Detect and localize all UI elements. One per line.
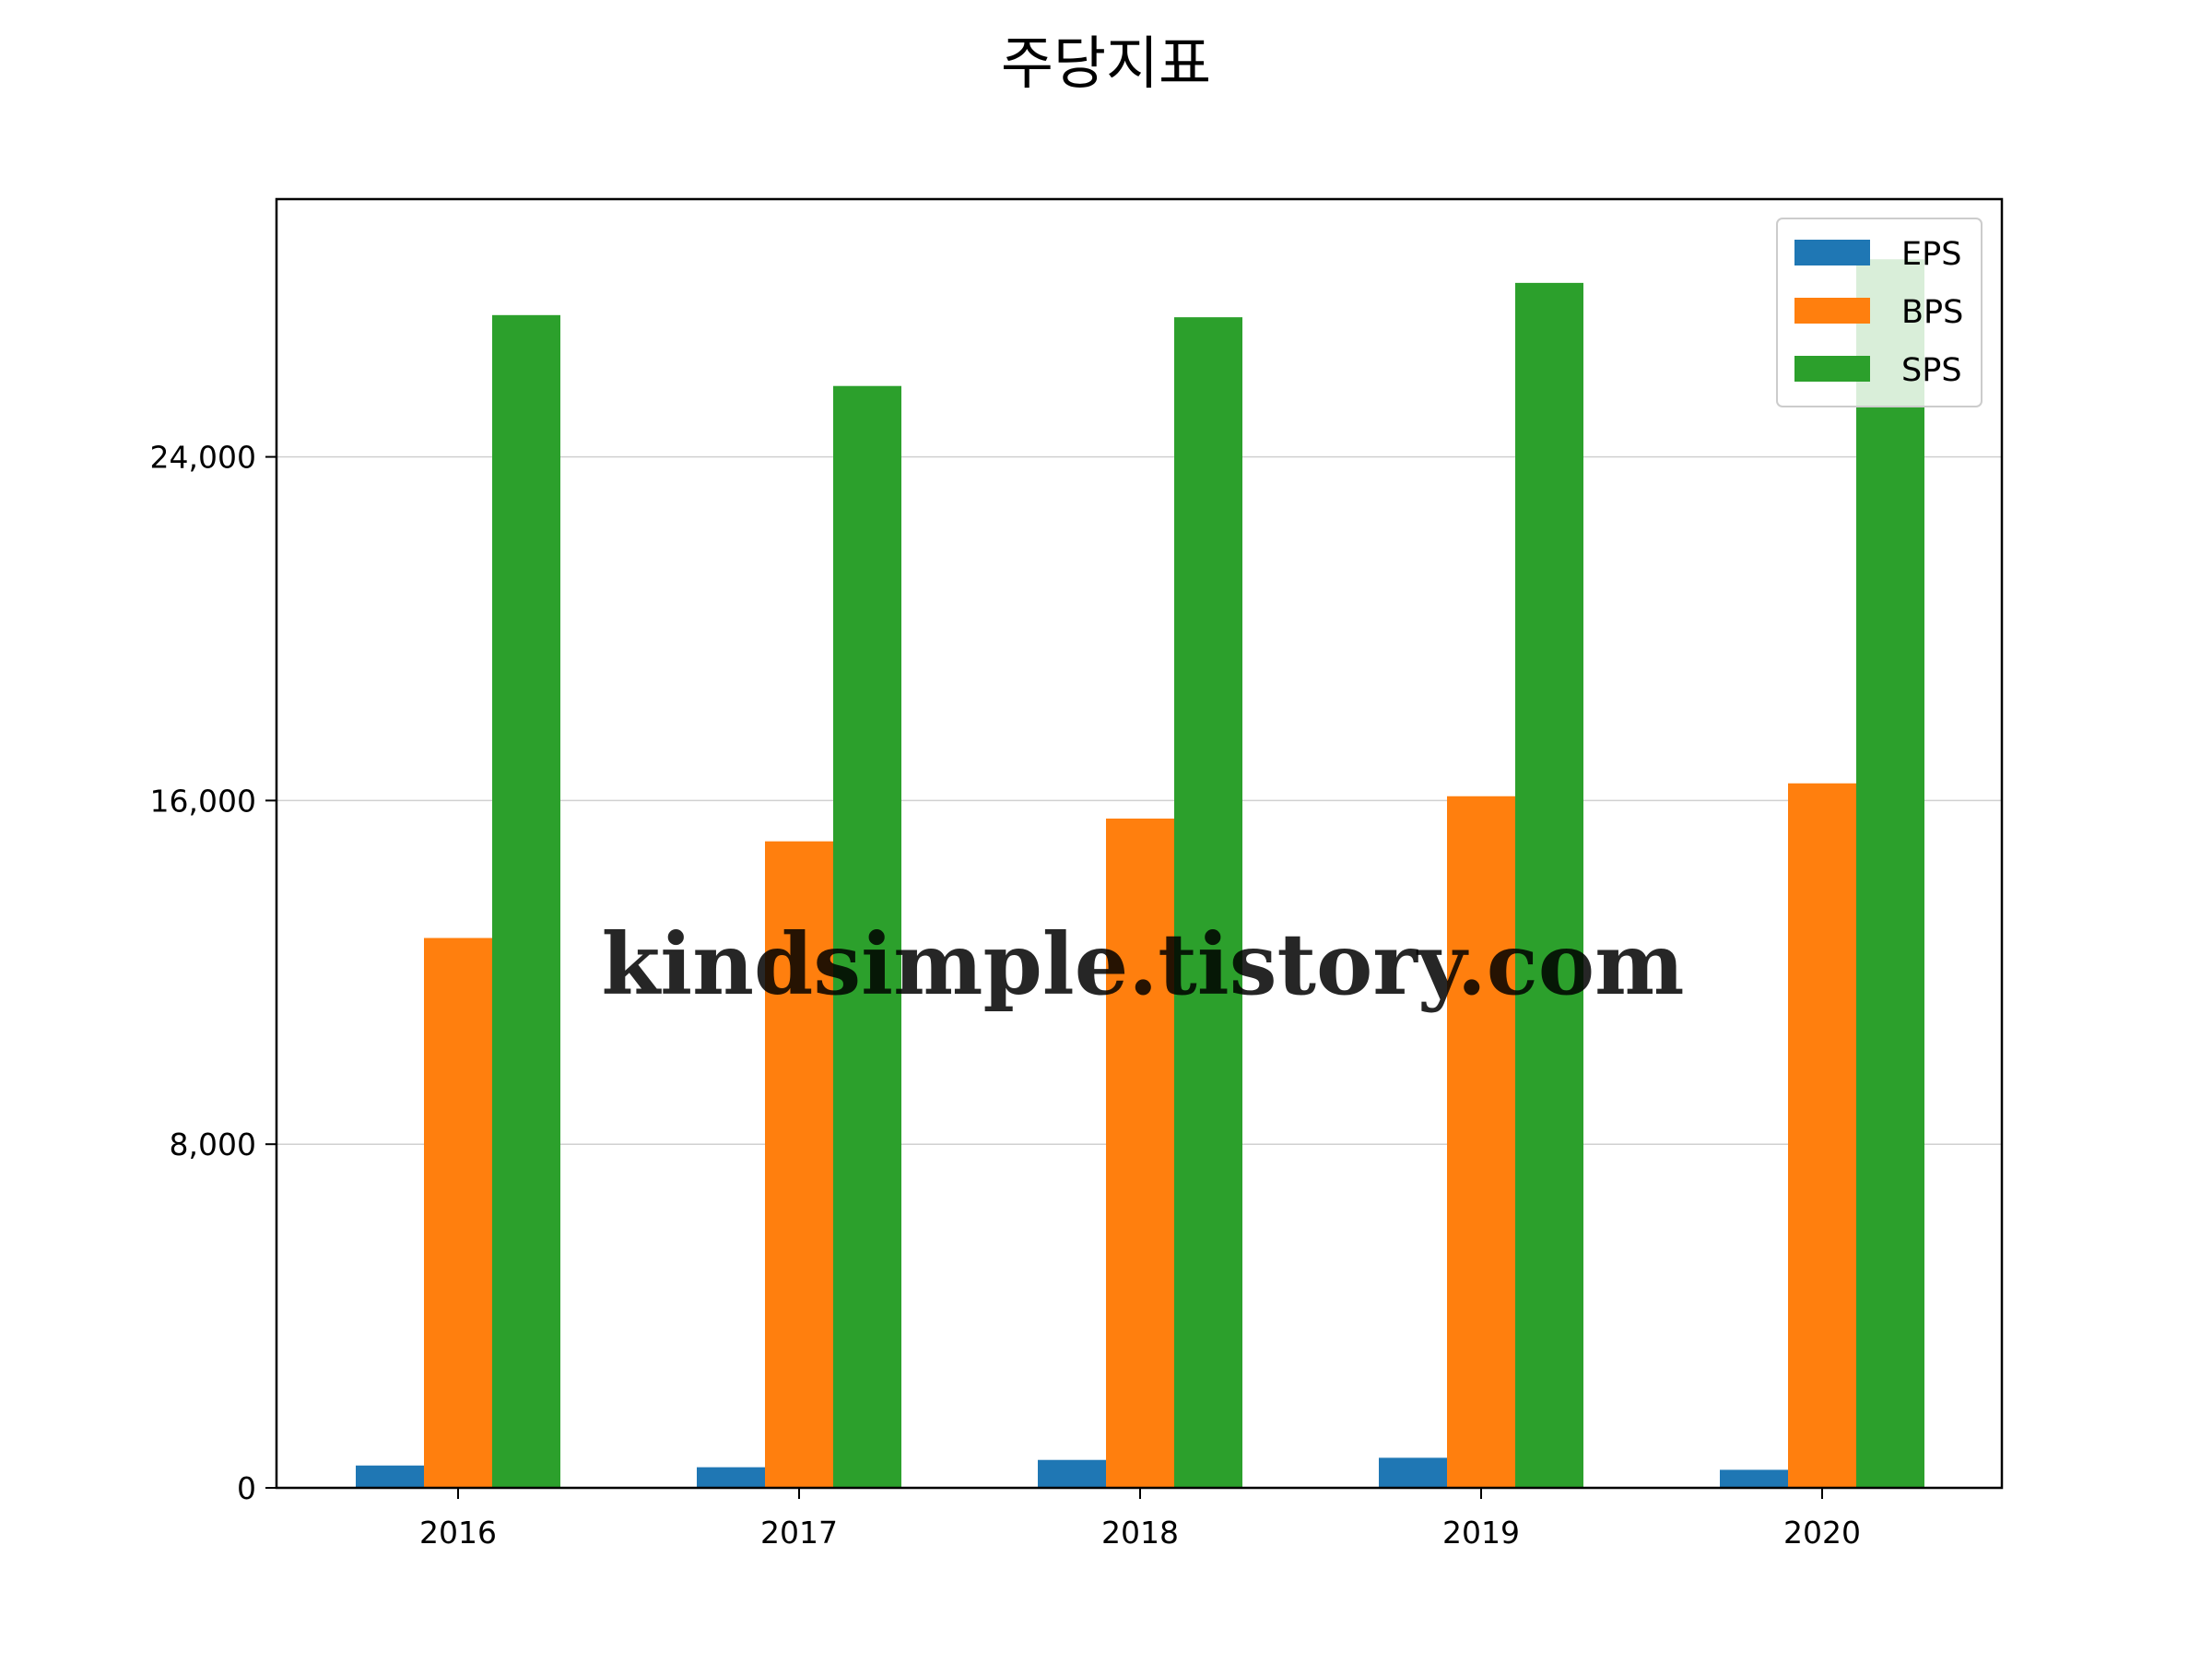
x-tick-label: 2016: [419, 1515, 497, 1551]
bar-eps: [1720, 1469, 1788, 1488]
bar-sps: [1515, 282, 1583, 1488]
bar-bps: [1447, 796, 1515, 1488]
chart-title: 주당지표: [1001, 29, 1211, 97]
bar-bps: [1788, 783, 1856, 1488]
y-tick-label: 8,000: [170, 1126, 256, 1162]
x-tick-label: 2020: [1783, 1515, 1861, 1551]
legend-label-eps: EPS: [1901, 236, 1961, 273]
y-tick-label: 24,000: [150, 440, 256, 476]
bar-sps: [492, 314, 560, 1488]
legend-swatch-sps: [1794, 356, 1870, 382]
y-axis: 0 8,000 16,000 24,000: [150, 440, 276, 1506]
bars: [356, 259, 1924, 1489]
x-tick-label: 2019: [1442, 1515, 1520, 1551]
bar-sps: [1856, 259, 1924, 1488]
bar-sps: [1174, 317, 1242, 1488]
bar-eps: [1038, 1459, 1106, 1488]
watermark: kindsimple.tistory.com: [601, 914, 1684, 1014]
legend-swatch-eps: [1794, 240, 1870, 265]
bar-bps: [424, 938, 492, 1488]
bar-eps: [697, 1467, 765, 1488]
bar-eps: [1379, 1457, 1447, 1488]
legend-label-sps: SPS: [1901, 352, 1962, 389]
x-tick-label: 2017: [760, 1515, 838, 1551]
legend-label-bps: BPS: [1901, 294, 1963, 331]
y-tick-label: 16,000: [150, 783, 256, 819]
x-tick-label: 2018: [1101, 1515, 1179, 1551]
x-axis: 2016 2017 2018 2019 2020: [419, 1488, 1861, 1551]
bar-bps: [765, 841, 833, 1488]
legend: EPS BPS SPS: [1776, 218, 1983, 407]
y-tick-label: 0: [237, 1470, 256, 1506]
bar-sps: [833, 385, 901, 1489]
bar-bps: [1106, 818, 1174, 1488]
bar-eps: [356, 1465, 424, 1488]
legend-swatch-bps: [1794, 298, 1870, 324]
